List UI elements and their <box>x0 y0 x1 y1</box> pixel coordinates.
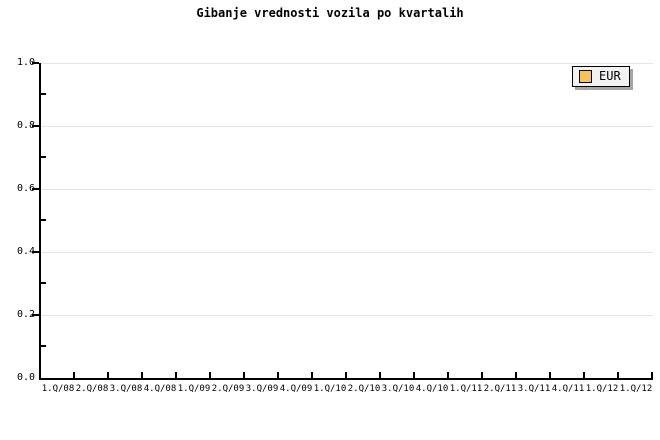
y-minor-tick <box>41 219 46 221</box>
x-tick <box>549 372 551 378</box>
x-tick <box>447 372 449 378</box>
x-tick-label: 1.Q/09 <box>177 384 211 394</box>
y-axis-labels: 1.0 0.8 0.6 0.4 0.2 0.0 <box>0 0 35 440</box>
x-tick-label: 2.Q/11 <box>483 384 517 394</box>
y-major-tick <box>32 125 39 127</box>
y-minor-tick <box>41 282 46 284</box>
x-tick <box>277 372 279 378</box>
gridline <box>41 63 653 64</box>
legend: EUR <box>572 66 630 87</box>
x-tick <box>141 372 143 378</box>
x-tick-label: 2.Q/10 <box>347 384 381 394</box>
x-tick <box>583 372 585 378</box>
plot-area <box>32 62 653 380</box>
x-tick-label: 2.Q/08 <box>75 384 109 394</box>
gridline <box>41 126 653 127</box>
x-tick <box>311 372 313 378</box>
y-tick-label: 0.8 <box>16 120 35 131</box>
y-minor-tick <box>41 156 46 158</box>
y-major-tick <box>32 251 39 253</box>
x-tick-label: 1.Q/08 <box>41 384 75 394</box>
x-tick-label: 4.Q/11 <box>551 384 585 394</box>
legend-label-eur: EUR <box>599 69 621 83</box>
gridline <box>41 315 653 316</box>
x-tick <box>481 372 483 378</box>
x-tick-label: 3.Q/11 <box>517 384 551 394</box>
legend-swatch-eur <box>579 70 592 83</box>
x-tick-label: 3.Q/08 <box>109 384 143 394</box>
y-tick-label: 0.6 <box>16 183 35 194</box>
x-tick <box>107 372 109 378</box>
y-tick-label: 0.0 <box>16 372 35 383</box>
x-tick-label: 1.Q/11 <box>449 384 483 394</box>
x-tick-label: 1.Q/12 <box>585 384 619 394</box>
x-tick-label: 3.Q/10 <box>381 384 415 394</box>
y-tick-label: 1.0 <box>16 57 35 68</box>
x-tick-label: 4.Q/08 <box>143 384 177 394</box>
x-tick <box>175 372 177 378</box>
chart-title: Gibanje vrednosti vozila po kvartalih <box>196 6 464 20</box>
gridline <box>41 189 653 190</box>
x-tick-label: 4.Q/09 <box>279 384 313 394</box>
y-major-tick <box>32 188 39 190</box>
y-major-tick <box>32 62 39 64</box>
x-tick-label: 1.Q/12 <box>619 384 653 394</box>
x-tick <box>379 372 381 378</box>
x-tick <box>617 372 619 378</box>
x-tick <box>651 372 653 378</box>
x-tick <box>243 372 245 378</box>
y-tick-label: 0.2 <box>16 309 35 320</box>
y-minor-tick <box>41 93 46 95</box>
x-tick <box>73 372 75 378</box>
gridline <box>41 252 653 253</box>
y-tick-label: 0.4 <box>16 246 35 257</box>
x-tick <box>515 372 517 378</box>
x-tick <box>209 372 211 378</box>
x-tick-label: 4.Q/10 <box>415 384 449 394</box>
x-tick <box>345 372 347 378</box>
x-axis-labels: 1.Q/08 2.Q/08 3.Q/08 4.Q/08 1.Q/09 2.Q/09 3.Q/… <box>41 383 653 395</box>
x-tick-label: 2.Q/09 <box>211 384 245 394</box>
y-major-tick <box>32 314 39 316</box>
y-minor-tick <box>41 345 46 347</box>
x-tick-label: 3.Q/09 <box>245 384 279 394</box>
x-tick <box>413 372 415 378</box>
x-tick-label: 1.Q/10 <box>313 384 347 394</box>
